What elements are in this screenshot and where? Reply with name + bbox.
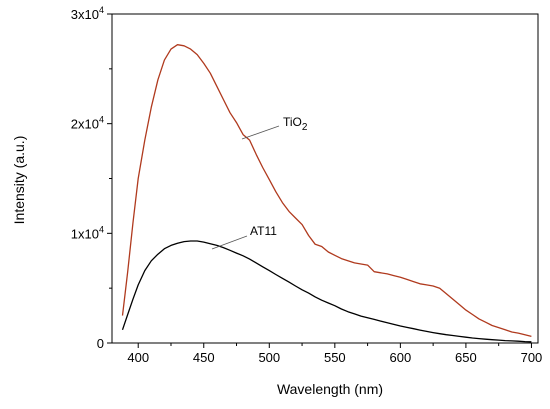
plot-area: 400 450 500 550 600 650 700 0 1x104 2x104 3x104 TiO… [71, 5, 543, 365]
y-axis-title: Intensity (a.u.) [11, 136, 27, 225]
x-axis-title: Wavelength (nm) [277, 381, 383, 397]
x-tick-label: 400 [127, 350, 149, 365]
x-tick-label: 450 [193, 350, 215, 365]
y-tick-label: 0 [97, 336, 104, 351]
series-line-tio2 [121, 44, 532, 338]
x-tick-label: 700 [521, 350, 543, 365]
y-tick-label: 1x104 [71, 224, 104, 241]
y-tick-label: 2x104 [71, 115, 104, 132]
series-line-at11 [121, 240, 532, 343]
series-label-at11: AT11 [250, 224, 277, 238]
x-tick-label: 650 [455, 350, 477, 365]
annotation-leader [241, 125, 280, 140]
plot-frame [111, 13, 539, 344]
x-tick-label: 550 [324, 350, 346, 365]
series-label-tio2: TiO2 [283, 115, 308, 133]
x-tick-label: 600 [390, 350, 412, 365]
annotation-leader [211, 235, 248, 250]
x-tick-label: 500 [258, 350, 280, 365]
y-tick-label: 3x104 [71, 5, 104, 22]
